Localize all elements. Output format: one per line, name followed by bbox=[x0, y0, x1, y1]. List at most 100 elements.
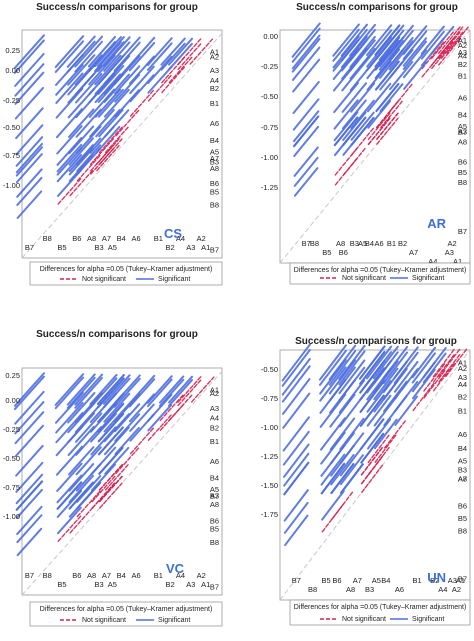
comparison-segment-b2-b4 bbox=[114, 413, 141, 442]
comparison-segment-a2-b3 bbox=[97, 377, 125, 409]
comparison-segment-a5-b3 bbox=[99, 475, 123, 503]
comparison-segment-a5-b7 bbox=[15, 136, 44, 167]
comparison-segment-a5-b6 bbox=[76, 475, 102, 503]
comparison-segment-b1-b8 bbox=[55, 425, 84, 457]
comparison-segment-a1-a3 bbox=[177, 376, 202, 403]
comparison-segment-a4-b5 bbox=[67, 402, 96, 434]
comparison-segment-a3-a5 bbox=[373, 360, 399, 394]
comparison-segment-b2-a5 bbox=[103, 413, 130, 443]
group-label-right-b7: B7 bbox=[458, 575, 467, 584]
group-label-bottom-a4: A4 bbox=[438, 585, 447, 594]
comparison-segment-b4-a8 bbox=[91, 463, 116, 492]
comparison-segment-b2-b3 bbox=[97, 412, 125, 443]
comparison-segment-a1-a6 bbox=[128, 374, 156, 405]
comparison-segment-b2-b4 bbox=[114, 73, 141, 103]
comparison-segment-b2-b6 bbox=[75, 412, 103, 443]
comparison-segment-b2-a7 bbox=[97, 73, 125, 104]
comparison-segment-b4-b7 bbox=[15, 124, 44, 156]
group-label-bottom-a7: A7 bbox=[102, 234, 111, 243]
y-tick-label: -0.75 bbox=[261, 394, 278, 403]
comparison-segment-a2-a4 bbox=[168, 42, 193, 71]
comparison-segment-b8-b7 bbox=[16, 190, 43, 220]
y-tick-label: -0.75 bbox=[261, 123, 278, 132]
comparison-segment-b6-b8 bbox=[57, 506, 82, 535]
comparison-segment-a1-a4 bbox=[432, 347, 456, 378]
group-label-bottom-b6: B6 bbox=[339, 248, 348, 257]
y-tick-label: 0.00 bbox=[263, 32, 278, 41]
group-label-bottom-b7: B7 bbox=[25, 243, 34, 252]
group-label-bottom-b4: B4 bbox=[117, 571, 126, 580]
comparison-segment-b6-b5 bbox=[69, 507, 94, 534]
comparison-segment-a2-a3 bbox=[438, 353, 461, 383]
comparison-segment-a2-a6 bbox=[393, 351, 419, 384]
comparison-segment-a1-a2 bbox=[190, 376, 215, 403]
group-label-right-a6: A6 bbox=[210, 119, 219, 128]
comparison-segment-a6-a5 bbox=[379, 83, 404, 112]
comparison-segment-b2-b1 bbox=[147, 414, 172, 441]
comparison-segment-a5-a8 bbox=[91, 475, 116, 503]
comparison-segment-a5-b8 bbox=[56, 137, 83, 166]
comparison-segment-b3-b8 bbox=[333, 116, 359, 147]
comparison-segment-a4-b1 bbox=[147, 403, 173, 432]
group-label-bottom-a8: A8 bbox=[87, 571, 96, 580]
group-label-bottom-b5: B5 bbox=[57, 580, 66, 589]
comparison-segment-b3-b8 bbox=[56, 481, 83, 510]
comparison-segment-a8-b8 bbox=[333, 126, 359, 157]
comparison-segment-a1-a2 bbox=[189, 38, 214, 65]
comparison-segment-a1-b5 bbox=[340, 23, 368, 57]
group-label-right-a3: A3 bbox=[458, 373, 467, 382]
comparison-segment-b2-b8 bbox=[319, 379, 347, 414]
y-tick-label: -0.25 bbox=[3, 96, 20, 105]
comparison-segment-a3-b7 bbox=[14, 390, 45, 425]
comparison-segment-a6-b4 bbox=[115, 109, 140, 137]
comparison-segment-b5-b8 bbox=[321, 503, 345, 533]
comparison-segment-a1-b8 bbox=[54, 35, 85, 69]
reference-diagonal bbox=[279, 29, 471, 264]
comparison-segment-a2-b2 bbox=[422, 352, 447, 384]
y-tick-label: -0.75 bbox=[3, 483, 20, 492]
group-label-right-b1: B1 bbox=[458, 407, 467, 416]
comparison-segment-a3-a5 bbox=[103, 392, 131, 423]
comparison-segment-a1-a6 bbox=[128, 36, 156, 67]
comparison-segment-a7-b3 bbox=[376, 117, 399, 145]
plot-frame bbox=[21, 29, 223, 259]
comparison-segment-a8-b7 bbox=[15, 488, 43, 519]
comparison-segment-a2-b2 bbox=[160, 42, 186, 71]
comparison-segment-b4-a5 bbox=[380, 100, 403, 129]
comparison-segment-b1-a6 bbox=[394, 395, 419, 426]
y-tick-label: -0.50 bbox=[3, 454, 20, 463]
group-label-right-a7: A7 bbox=[210, 492, 219, 501]
comparison-segment-a3-b5 bbox=[67, 392, 96, 424]
comparison-segment-a3-a8 bbox=[88, 54, 116, 86]
group-label-right-b6: B6 bbox=[210, 516, 219, 525]
comparison-segment-b6-b7 bbox=[16, 168, 43, 198]
comparison-segment-a3-b8 bbox=[332, 35, 360, 69]
comparison-segment-b4-b3 bbox=[367, 433, 391, 464]
comparison-segment-b2-b5 bbox=[67, 72, 96, 104]
group-label-right-b8: B8 bbox=[458, 178, 467, 187]
comparison-segment-b2-b7 bbox=[14, 411, 45, 445]
y-tick-label: -0.25 bbox=[261, 62, 278, 71]
comparison-segment-b3-a8 bbox=[91, 482, 116, 509]
comparison-segment-b1-b6 bbox=[339, 394, 365, 428]
comparison-segment-a2-a5 bbox=[103, 41, 131, 72]
group-label-bottom-b7: B7 bbox=[25, 571, 34, 580]
comparison-segment-b3-b8 bbox=[320, 453, 346, 486]
comparison-segment-a6-b7 bbox=[282, 416, 310, 452]
y-tick-label: -1.25 bbox=[261, 452, 278, 461]
comparison-segment-a8-b5 bbox=[342, 127, 367, 156]
comparison-segment-a4-a5 bbox=[378, 40, 405, 71]
legend-title: Differences for alpha =0.05 (Tukey–Krame… bbox=[294, 267, 467, 274]
comparison-segment-a1-b3 bbox=[96, 374, 125, 405]
group-label-bottom-a3: A3 bbox=[186, 580, 195, 589]
comparison-segment-a3-a5 bbox=[378, 36, 405, 68]
group-label-right-a7: A7 bbox=[458, 475, 467, 484]
comparison-segment-b4-b8 bbox=[320, 431, 346, 465]
y-tick-label: -0.50 bbox=[261, 365, 278, 374]
comparison-segment-a2-a8 bbox=[366, 29, 393, 61]
group-label-right-a5: A5 bbox=[458, 122, 467, 131]
chart-title: Success/n comparisons for group bbox=[296, 2, 458, 13]
comparison-segment-a5-b6 bbox=[350, 111, 375, 141]
comparison-segment-a4-b1 bbox=[421, 41, 445, 70]
comparison-segment-a3-a6 bbox=[129, 393, 155, 423]
